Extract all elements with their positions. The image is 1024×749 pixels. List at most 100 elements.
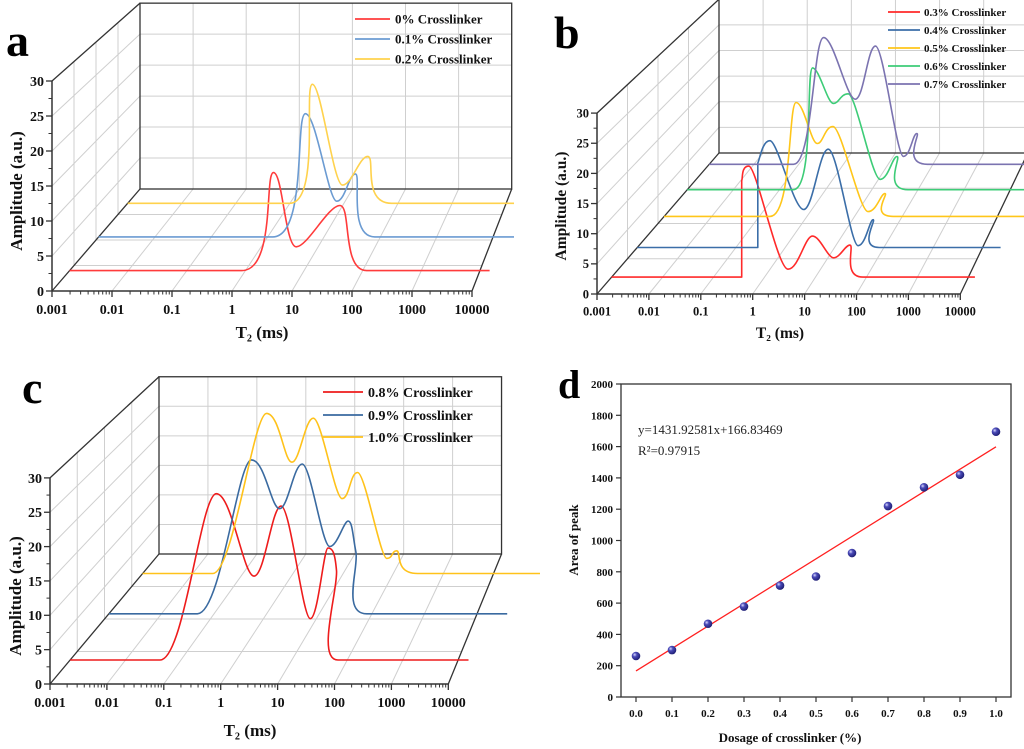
- panel-label-a: a: [6, 15, 29, 66]
- side-wall-top-edge: [596, 0, 720, 114]
- side-wall-gridline: [49, 465, 160, 582]
- y-tick-label: 0: [583, 287, 589, 301]
- series-line: [637, 139, 1001, 249]
- y-axis-title: Amplitude (a.u.): [553, 152, 570, 261]
- legend-label: 0.1% Crosslinker: [395, 32, 492, 47]
- fit-equation: y=1431.92581x+166.83469: [638, 422, 783, 437]
- y-tick-label: 0: [608, 692, 614, 704]
- x-tick-label: 10000: [945, 305, 976, 319]
- chart-a: 0.001 0.01 0.1 1 10 100 1000 10000 0 5 10 15 20 25 30 T…: [7, 2, 514, 342]
- series-line: [142, 412, 540, 575]
- y-tick-label: 5: [35, 644, 42, 659]
- x-tick-label: 100: [847, 305, 866, 319]
- x-tick-label: 0.001: [36, 303, 68, 318]
- y-tick-label: 30: [28, 472, 42, 487]
- y-tick-label: 20: [28, 541, 42, 556]
- y-tick-label: 400: [597, 629, 614, 641]
- side-wall-gridline: [49, 524, 160, 650]
- series-line: [664, 101, 1024, 218]
- y-tick-label: 800: [597, 567, 614, 579]
- legend-label: 0.6% Crosslinker: [924, 61, 1006, 73]
- data-point: [847, 548, 857, 558]
- x-tick-label: 0.5: [809, 708, 823, 720]
- x-axis-title: Dosage of crosslinker (%): [719, 730, 862, 745]
- series-line: [611, 165, 975, 278]
- x-tick-label: 0.8: [917, 708, 931, 720]
- y-tick-label: 15: [28, 575, 42, 590]
- legend-label: 0.9% Crosslinker: [368, 409, 473, 424]
- y-tick-label: 20: [577, 167, 590, 181]
- floor-right-edge: [447, 553, 503, 685]
- back-wall: [139, 2, 513, 190]
- y-tick-label: 15: [30, 180, 44, 195]
- x-tick-label: 10: [271, 696, 285, 711]
- y-tick-label: 20: [30, 145, 44, 160]
- x-tick-label: 0.0: [629, 708, 643, 720]
- y-tick-label: 30: [577, 106, 590, 120]
- legend-label: 0.3% Crosslinker: [924, 7, 1006, 19]
- x-tick-label: 0.9: [953, 708, 967, 720]
- x-axis-title: T₂ (ms): [236, 323, 289, 342]
- y-tick-label: 5: [37, 250, 44, 265]
- y-tick-label: 600: [597, 598, 614, 610]
- side-wall-gridline: [49, 494, 160, 616]
- side-wall-top-edge: [49, 376, 160, 479]
- side-wall-gridline: [51, 157, 141, 257]
- series-line: [69, 171, 490, 272]
- x-axis-title: T₂ (ms): [756, 325, 804, 342]
- plot-area: [51, 2, 514, 292]
- y-tick-label: 15: [577, 197, 590, 211]
- legend-label: 0.2% Crosslinker: [395, 52, 492, 67]
- data-point: [883, 501, 893, 511]
- back-wall: [718, 0, 1024, 154]
- y-tick-label: 2000: [591, 379, 614, 391]
- y-tick-label: 1000: [591, 536, 614, 548]
- x-tick-label: 0.4: [773, 708, 787, 720]
- x-tick-label: 0.01: [95, 696, 120, 711]
- x-tick-label: 0.01: [638, 305, 660, 319]
- data-point: [955, 470, 965, 480]
- y-tick-label: 5: [583, 257, 589, 271]
- data-point: [775, 581, 785, 590]
- x-tick-label: 1000: [896, 305, 921, 319]
- x-tick-label: 0.1: [163, 303, 181, 318]
- fit-line: [635, 446, 997, 672]
- legend-label: 1.0% Crosslinker: [368, 431, 473, 446]
- y-tick-label: 1400: [591, 473, 614, 485]
- series-line: [687, 67, 1024, 191]
- x-tick-label: 10000: [455, 303, 490, 318]
- y-tick-label: 30: [30, 75, 44, 90]
- data-point: [991, 427, 1001, 437]
- legend-label: 0.5% Crosslinker: [924, 43, 1006, 55]
- x-tick-label: 0.1: [693, 305, 709, 319]
- x-tick-label: 1: [750, 305, 756, 319]
- x-tick-label: 0.6: [845, 708, 859, 720]
- floor-right-edge: [959, 159, 1024, 295]
- panel-label-b: b: [554, 7, 580, 58]
- legend: 0.3% Crosslinker 0.4% Crosslinker 0.5% Cro…: [888, 7, 1006, 91]
- x-tick-label: 1: [217, 696, 224, 711]
- y-tick-label: 10: [30, 215, 44, 230]
- y-tick-label: 25: [28, 506, 42, 521]
- plot-area: [596, 0, 1024, 295]
- back-wall: [158, 376, 503, 555]
- x-tick-label: 0.3: [737, 708, 751, 720]
- y-tick-label: 0: [35, 678, 42, 693]
- side-wall-gridline: [51, 95, 141, 187]
- side-wall-gridline: [596, 24, 720, 144]
- floor-left-edge: [49, 553, 160, 685]
- panel-label-c: c: [22, 362, 42, 413]
- floor-left-edge: [596, 152, 720, 295]
- chart-b: 0.001 0.01 0.1 1 10 100 1000 10000 0 5 10 15 20 25 30 T…: [553, 0, 1024, 342]
- legend-label: 0.4% Crosslinker: [924, 25, 1006, 37]
- x-tick-label: 100: [342, 303, 363, 318]
- legend-label: 0.7% Crosslinker: [924, 79, 1006, 91]
- side-wall-gridline: [51, 64, 141, 152]
- y-axis-title: Area of peak: [566, 504, 581, 576]
- side-wall-gridline: [596, 101, 720, 235]
- y-tick-label: 1600: [591, 442, 614, 454]
- x-tick-label: 0.001: [583, 305, 611, 319]
- legend-label: 0.8% Crosslinker: [368, 386, 473, 401]
- r-squared: R²=0.97915: [638, 443, 700, 458]
